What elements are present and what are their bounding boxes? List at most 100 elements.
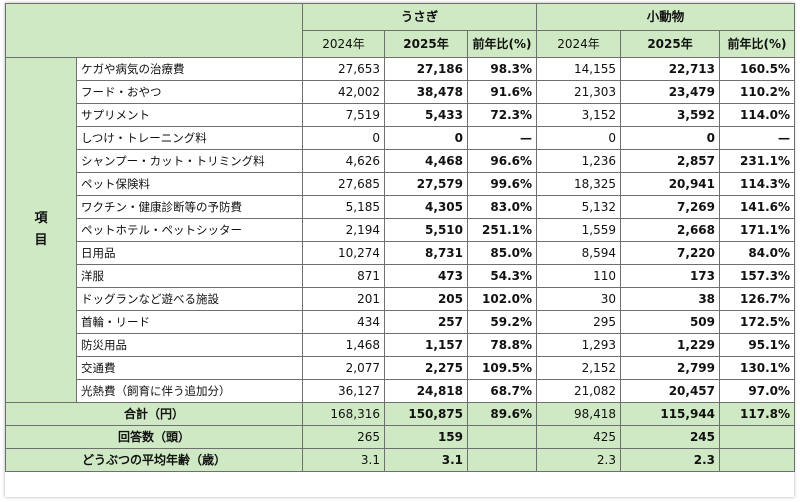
small-2025: 20,941 (620, 172, 721, 196)
expense-table-frame: うさぎ 小動物 2024年 2025年 前年比(%) 2024年 2025年 前… (5, 3, 796, 497)
item-label: 光熱費（飼育に伴う追加分） (76, 379, 303, 403)
rabbit-2025: 4,305 (384, 195, 468, 219)
table-row: 光熱費（飼育に伴う追加分） 36,127 24,818 68.7% 21,082 20,4… (6, 379, 796, 403)
total-small-2025: 115,944 (620, 402, 721, 426)
year-header-row: 2024年 2025年 前年比(%) 2024年 2025年 前年比(%) (6, 30, 796, 58)
small-yoy: 157.3% (719, 264, 796, 288)
table-row: 交通費 2,077 2,275 109.5% 2,152 2,799 130.1% (6, 356, 796, 380)
avg-age-small-2025: 2.3 (620, 448, 721, 472)
small-yoy: 114.3% (719, 172, 796, 196)
table-row: 首輪・リード 434 257 59.2% 295 509 172.5% (6, 310, 796, 334)
small-2025: 38 (620, 287, 721, 311)
rabbit-2024: 5,185 (302, 195, 385, 219)
header-corner (5, 3, 303, 58)
small-yoy: 110.2% (719, 80, 796, 104)
rabbit-yoy: 98.3% (466, 57, 538, 81)
small-2024-header: 2024年 (536, 30, 622, 58)
small-2024: 110 (536, 264, 622, 288)
small-2025: 7,220 (620, 241, 721, 265)
item-label: 首輪・リード (76, 310, 303, 334)
avg-age-small-yoy (719, 448, 796, 472)
group-header-rabbit: うさぎ (301, 3, 538, 31)
rabbit-yoy: 102.0% (466, 287, 538, 311)
small-2025: 20,457 (620, 379, 721, 403)
item-label: 防災用品 (76, 333, 303, 357)
rabbit-2025: 8,731 (384, 241, 468, 265)
avg-age-rabbit-yoy (466, 448, 538, 472)
rabbit-2025: 257 (384, 310, 468, 334)
small-2024: 0 (536, 126, 622, 150)
rabbit-yoy: 54.3% (466, 264, 538, 288)
item-label: ペットホテル・ペットシッター (76, 218, 303, 242)
respondents-small-2024: 425 (536, 425, 622, 449)
avg-age-label: どうぶつの平均年齢（歳） (5, 448, 303, 472)
avg-age-rabbit-2024: 3.1 (302, 448, 385, 472)
total-small-yoy: 117.8% (719, 402, 796, 426)
rabbit-yoy: 59.2% (466, 310, 538, 334)
small-yoy: — (719, 126, 796, 150)
rabbit-2024: 1,468 (302, 333, 385, 357)
avg-age-rabbit-2025: 3.1 (384, 448, 468, 472)
rabbit-2025: 5,510 (384, 218, 468, 242)
small-2024: 2,152 (536, 356, 622, 380)
table-row: サプリメント 7,519 5,433 72.3% 3,152 3,592 114.0% (6, 103, 796, 127)
rabbit-yoy: 251.1% (466, 218, 538, 242)
small-2024: 18,325 (536, 172, 622, 196)
small-2025: 2,668 (620, 218, 721, 242)
rabbit-2025: 38,478 (384, 80, 468, 104)
rabbit-2025: 1,157 (384, 333, 468, 357)
small-yoy: 172.5% (719, 310, 796, 334)
avg-age-small-2024: 2.3 (536, 448, 622, 472)
rabbit-yoy: 83.0% (466, 195, 538, 219)
small-yoy: 160.5% (719, 57, 796, 81)
small-2024: 8,594 (536, 241, 622, 265)
rabbit-2025: 24,818 (384, 379, 468, 403)
rabbit-2024: 201 (302, 287, 385, 311)
rabbit-2024: 0 (302, 126, 385, 150)
rabbit-yoy: 78.8% (466, 333, 538, 357)
rabbit-2025: 27,579 (384, 172, 468, 196)
side-label-items: 項目 (5, 57, 77, 403)
rabbit-2025: 2,275 (384, 356, 468, 380)
table-row: ペット保険料 27,685 27,579 99.6% 18,325 20,941 114.3… (6, 172, 796, 196)
small-2024: 295 (536, 310, 622, 334)
small-yoy: 141.6% (719, 195, 796, 219)
table-row: ペットホテル・ペットシッター 2,194 5,510 251.1% 1,559 2,668… (6, 218, 796, 242)
small-2025: 22,713 (620, 57, 721, 81)
rabbit-yoy: 72.3% (466, 103, 538, 127)
small-2025: 1,229 (620, 333, 721, 357)
small-yoy: 95.1% (719, 333, 796, 357)
rabbit-2024: 7,519 (302, 103, 385, 127)
total-row: 合計（円） 168,316 150,875 89.6% 98,418 115,9… (5, 402, 796, 426)
respondents-rabbit-yoy (466, 425, 538, 449)
small-2024: 21,303 (536, 80, 622, 104)
rabbit-2024: 36,127 (302, 379, 385, 403)
small-yoy-header: 前年比(%) (719, 30, 796, 58)
total-label: 合計（円） (5, 402, 303, 426)
rabbit-2025: 0 (384, 126, 468, 150)
rabbit-2024: 434 (302, 310, 385, 334)
rabbit-2024: 27,685 (302, 172, 385, 196)
rabbit-2025: 5,433 (384, 103, 468, 127)
side-label-char: 目 (34, 233, 48, 248)
rabbit-yoy: 68.7% (466, 379, 538, 403)
small-2024: 5,132 (536, 195, 622, 219)
rabbit-2025: 205 (384, 287, 468, 311)
item-label: 日用品 (76, 241, 303, 265)
rabbit-yoy: 96.6% (466, 149, 538, 173)
item-label: フード・おやつ (76, 80, 303, 104)
item-label: ドッグランなど遊べる施設 (76, 287, 303, 311)
pet-expense-table: うさぎ 小動物 2024年 2025年 前年比(%) 2024年 2025年 前… (5, 3, 796, 472)
table-row: シャンプー・カット・トリミング料 4,626 4,468 96.6% 1,236 2,85… (6, 149, 796, 173)
small-yoy: 231.1% (719, 149, 796, 173)
rabbit-2025-header: 2025年 (384, 30, 468, 58)
small-yoy: 84.0% (719, 241, 796, 265)
small-2024: 1,236 (536, 149, 622, 173)
total-rabbit-yoy: 89.6% (466, 402, 538, 426)
small-2025-header: 2025年 (620, 30, 721, 58)
item-label: ケガや病気の治療費 (76, 57, 303, 81)
rabbit-yoy: — (466, 126, 538, 150)
table-row: 項目ケガや病気の治療費 27,653 27,186 98.3% 14,155 22,713… (5, 57, 796, 403)
respondents-small-2025: 245 (620, 425, 721, 449)
rabbit-2025: 473 (384, 264, 468, 288)
